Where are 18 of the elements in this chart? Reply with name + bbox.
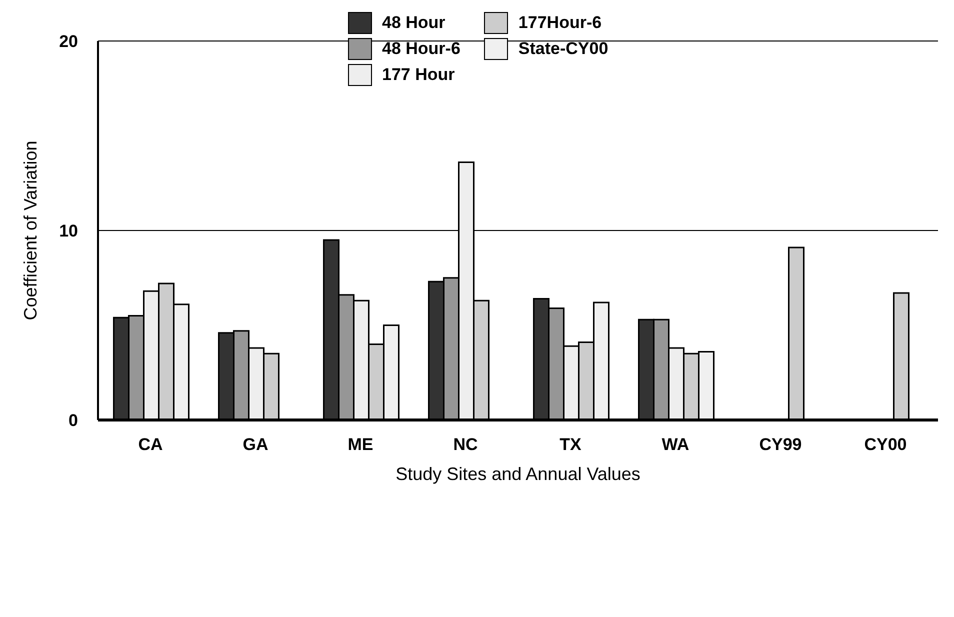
x-tick-label: GA — [242, 435, 268, 454]
y-axis-title: Coefficient of Variation — [20, 140, 40, 320]
y-tick-label: 0 — [68, 411, 78, 430]
x-tick-label: CA — [138, 435, 163, 454]
y-tick-label: 20 — [59, 32, 78, 52]
legend-label: 177 Hour — [382, 65, 455, 85]
legend-label: 48 Hour-6 — [382, 39, 460, 59]
x-tick-label: CY99 — [759, 435, 802, 454]
x-tick-label: NC — [453, 435, 478, 454]
x-tick-label: WA — [662, 435, 690, 454]
y-tick-label: 10 — [59, 222, 78, 241]
x-tick-label: TX — [560, 435, 582, 454]
x-tick-label: CY00 — [864, 435, 907, 454]
x-axis-title: Study Sites and Annual Values — [396, 464, 640, 484]
legend-label: State-CY00 — [518, 39, 608, 59]
x-tick-label: ME — [348, 435, 374, 454]
legend-label: 177Hour-6 — [518, 13, 602, 33]
legend-label: 48 Hour — [382, 13, 446, 33]
